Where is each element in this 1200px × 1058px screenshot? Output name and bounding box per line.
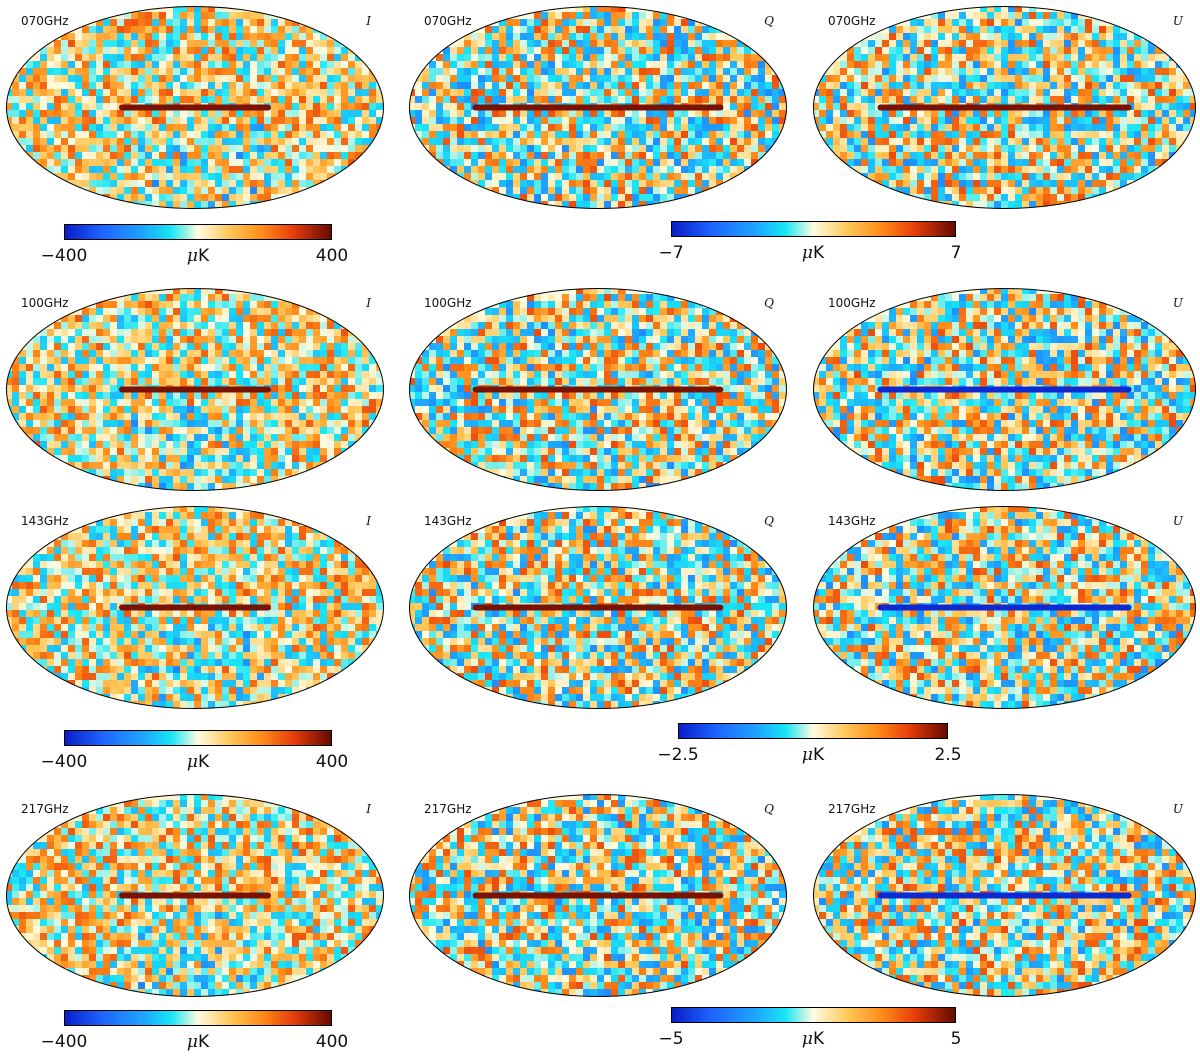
colorbar-polarization-217: −5 μK 5 [658,1007,961,1051]
frequency-label: 217GHz [828,802,876,816]
frequency-label: 217GHz [424,802,472,816]
stokes-label: U [1172,514,1183,528]
colorbar-unit: μK [801,745,825,765]
map-217ghz-u: 217GHz U [812,793,1197,998]
stokes-label: U [1172,296,1183,310]
mollweide-map [6,794,384,997]
colorbar-intensity-143: −400 μK 400 [41,730,348,774]
stokes-label: I [366,514,371,528]
mollweide-map [409,506,787,709]
mollweide-map [409,288,787,491]
map-070ghz-i: 070GHz I [5,5,385,210]
mollweide-map [6,288,384,491]
stokes-label: Q [764,802,774,816]
colorbar-polarization-143: −2.5 μK 2.5 [657,723,962,767]
colorbar-min: −7 [658,243,684,263]
map-070ghz-u: 070GHz U [812,5,1197,210]
colorbar-polarization-070: −7 μK 7 [658,221,961,265]
colorbar-unit: μK [801,1029,825,1049]
map-217ghz-i: 217GHz I [5,793,385,998]
colorbar-gradient [671,1007,956,1023]
colorbar-gradient [64,730,332,746]
colorbar-unit: μK [186,752,210,772]
map-100ghz-q: 100GHz Q [408,287,788,492]
stokes-label: I [366,802,371,816]
colorbar-gradient [64,224,332,240]
mollweide-map [409,6,787,209]
mollweide-map [813,506,1196,709]
frequency-label: 070GHz [828,14,876,28]
frequency-label: 100GHz [828,296,876,310]
frequency-label: 217GHz [21,802,69,816]
colorbar-min: −2.5 [657,745,699,765]
stokes-label: U [1172,802,1183,816]
frequency-label: 100GHz [424,296,472,310]
colorbar-max: 2.5 [934,745,962,765]
stokes-label: Q [764,296,774,310]
frequency-label: 143GHz [828,514,876,528]
colorbar-min: −400 [40,246,88,266]
colorbar-gradient [678,723,948,739]
frequency-label: 070GHz [21,14,69,28]
map-143ghz-i: 143GHz I [5,505,385,710]
mollweide-map [813,6,1196,209]
mollweide-map [409,794,787,997]
map-143ghz-q: 143GHz Q [408,505,788,710]
colorbar-max: 400 [315,246,349,266]
stokes-label: I [366,14,371,28]
colorbar-max: 400 [315,1032,349,1052]
colorbar-unit: μK [186,246,210,266]
colorbar-min: −400 [40,752,88,772]
colorbar-max: 7 [950,243,962,263]
map-217ghz-q: 217GHz Q [408,793,788,998]
colorbar-min: −400 [40,1032,88,1052]
mollweide-map [813,288,1196,491]
colorbar-intensity-217: −400 μK 400 [41,1010,348,1054]
colorbar-unit: μK [186,1032,210,1052]
stokes-label: Q [764,514,774,528]
map-100ghz-i: 100GHz I [5,287,385,492]
stokes-label: U [1172,14,1183,28]
colorbar-max: 5 [950,1029,962,1049]
colorbar-intensity-070: −400 μK 400 [41,224,348,268]
frequency-label: 143GHz [21,514,69,528]
frequency-label: 100GHz [21,296,69,310]
stokes-label: Q [764,14,774,28]
mollweide-map [6,506,384,709]
colorbar-gradient [64,1010,332,1026]
colorbar-unit: μK [801,243,825,263]
colorbar-gradient [671,221,956,237]
frequency-label: 143GHz [424,514,472,528]
map-143ghz-u: 143GHz U [812,505,1197,710]
mollweide-map [6,6,384,209]
colorbar-max: 400 [315,752,349,772]
map-100ghz-u: 100GHz U [812,287,1197,492]
frequency-label: 070GHz [424,14,472,28]
colorbar-min: −5 [658,1029,684,1049]
stokes-label: I [366,296,371,310]
map-070ghz-q: 070GHz Q [408,5,788,210]
mollweide-map [813,794,1196,997]
